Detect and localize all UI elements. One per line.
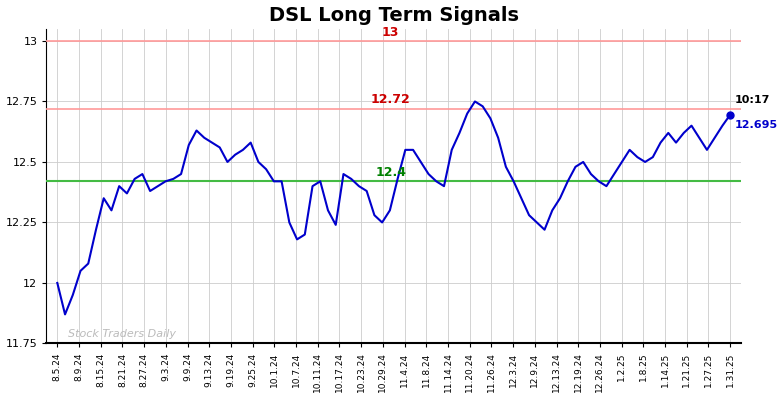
Title: DSL Long Term Signals: DSL Long Term Signals [269, 6, 519, 25]
Text: 12.72: 12.72 [371, 93, 411, 106]
Text: Stock Traders Daily: Stock Traders Daily [68, 329, 176, 339]
Text: 10:17: 10:17 [735, 95, 770, 105]
Text: 12.4: 12.4 [376, 166, 406, 179]
Text: 12.695: 12.695 [735, 120, 778, 130]
Text: 13: 13 [382, 25, 399, 39]
